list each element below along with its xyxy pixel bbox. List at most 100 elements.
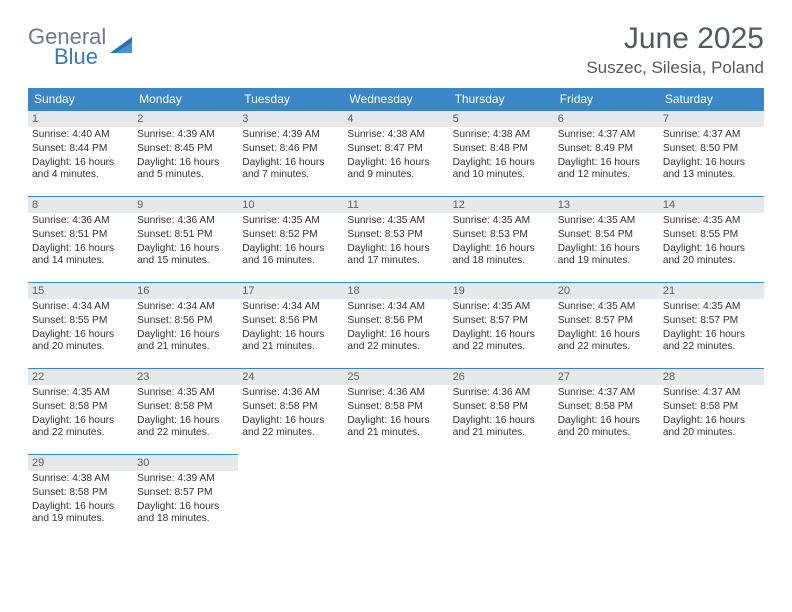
calendar-cell: 10Sunrise: 4:35 AMSunset: 8:52 PMDayligh…	[238, 196, 343, 282]
day-number: 30	[133, 455, 238, 471]
calendar-cell: 13Sunrise: 4:35 AMSunset: 8:54 PMDayligh…	[554, 196, 659, 282]
sunset-line: Sunset: 8:56 PM	[347, 315, 444, 328]
sunset-line: Sunset: 8:53 PM	[453, 229, 550, 242]
daylight-line: Daylight: 16 hours and 14 minutes.	[32, 243, 129, 269]
weekday-header: Sunday	[28, 88, 133, 110]
sunrise-line: Sunrise: 4:35 AM	[453, 215, 550, 228]
daylight-line: Daylight: 16 hours and 4 minutes.	[32, 157, 129, 183]
calendar-cell	[238, 454, 343, 540]
day-number: 23	[133, 369, 238, 385]
logo-triangle-icon	[110, 35, 136, 62]
calendar-cell: 16Sunrise: 4:34 AMSunset: 8:56 PMDayligh…	[133, 282, 238, 368]
sunset-line: Sunset: 8:57 PM	[453, 315, 550, 328]
day-number: 5	[449, 111, 554, 127]
sunrise-line: Sunrise: 4:35 AM	[558, 301, 655, 314]
calendar-cell: 26Sunrise: 4:36 AMSunset: 8:58 PMDayligh…	[449, 368, 554, 454]
sunrise-line: Sunrise: 4:36 AM	[137, 215, 234, 228]
sunrise-line: Sunrise: 4:37 AM	[663, 387, 760, 400]
sunset-line: Sunset: 8:48 PM	[453, 143, 550, 156]
day-number: 16	[133, 283, 238, 299]
header: General Blue June 2025 Suszec, Silesia, …	[28, 22, 764, 78]
sunset-line: Sunset: 8:58 PM	[663, 401, 760, 414]
day-number: 4	[343, 111, 448, 127]
sunrise-line: Sunrise: 4:34 AM	[137, 301, 234, 314]
day-number: 7	[659, 111, 764, 127]
calendar-cell: 18Sunrise: 4:34 AMSunset: 8:56 PMDayligh…	[343, 282, 448, 368]
calendar-cell: 22Sunrise: 4:35 AMSunset: 8:58 PMDayligh…	[28, 368, 133, 454]
sunset-line: Sunset: 8:55 PM	[32, 315, 129, 328]
sunset-line: Sunset: 8:56 PM	[137, 315, 234, 328]
daylight-line: Daylight: 16 hours and 13 minutes.	[663, 157, 760, 183]
daylight-line: Daylight: 16 hours and 20 minutes.	[663, 243, 760, 269]
day-number: 17	[238, 283, 343, 299]
day-number: 9	[133, 197, 238, 213]
sunrise-line: Sunrise: 4:35 AM	[242, 215, 339, 228]
day-number: 11	[343, 197, 448, 213]
daylight-line: Daylight: 16 hours and 21 minutes.	[242, 329, 339, 355]
daylight-line: Daylight: 16 hours and 15 minutes.	[137, 243, 234, 269]
calendar-cell: 30Sunrise: 4:39 AMSunset: 8:57 PMDayligh…	[133, 454, 238, 540]
sunset-line: Sunset: 8:45 PM	[137, 143, 234, 156]
calendar-cell: 1Sunrise: 4:40 AMSunset: 8:44 PMDaylight…	[28, 110, 133, 196]
calendar-cell: 27Sunrise: 4:37 AMSunset: 8:58 PMDayligh…	[554, 368, 659, 454]
sunrise-line: Sunrise: 4:36 AM	[347, 387, 444, 400]
calendar-cell: 7Sunrise: 4:37 AMSunset: 8:50 PMDaylight…	[659, 110, 764, 196]
calendar-cell: 29Sunrise: 4:38 AMSunset: 8:58 PMDayligh…	[28, 454, 133, 540]
sunset-line: Sunset: 8:51 PM	[32, 229, 129, 242]
day-number: 8	[28, 197, 133, 213]
weekday-header: Tuesday	[238, 88, 343, 110]
daylight-line: Daylight: 16 hours and 20 minutes.	[663, 415, 760, 441]
day-number: 14	[659, 197, 764, 213]
daylight-line: Daylight: 16 hours and 17 minutes.	[347, 243, 444, 269]
calendar-cell: 21Sunrise: 4:35 AMSunset: 8:57 PMDayligh…	[659, 282, 764, 368]
day-number: 19	[449, 283, 554, 299]
day-number: 6	[554, 111, 659, 127]
sunset-line: Sunset: 8:58 PM	[242, 401, 339, 414]
sunset-line: Sunset: 8:58 PM	[137, 401, 234, 414]
sunrise-line: Sunrise: 4:35 AM	[453, 301, 550, 314]
sunrise-line: Sunrise: 4:34 AM	[242, 301, 339, 314]
calendar-cell: 9Sunrise: 4:36 AMSunset: 8:51 PMDaylight…	[133, 196, 238, 282]
day-number: 27	[554, 369, 659, 385]
daylight-line: Daylight: 16 hours and 20 minutes.	[558, 415, 655, 441]
daylight-line: Daylight: 16 hours and 22 minutes.	[347, 329, 444, 355]
weekday-header: Thursday	[449, 88, 554, 110]
day-number: 29	[28, 455, 133, 471]
sunset-line: Sunset: 8:58 PM	[453, 401, 550, 414]
day-number: 26	[449, 369, 554, 385]
calendar-cell: 14Sunrise: 4:35 AMSunset: 8:55 PMDayligh…	[659, 196, 764, 282]
calendar-cell: 28Sunrise: 4:37 AMSunset: 8:58 PMDayligh…	[659, 368, 764, 454]
daylight-line: Daylight: 16 hours and 19 minutes.	[32, 501, 129, 527]
sunrise-line: Sunrise: 4:34 AM	[347, 301, 444, 314]
sunset-line: Sunset: 8:52 PM	[242, 229, 339, 242]
title-block: June 2025 Suszec, Silesia, Poland	[586, 22, 764, 78]
daylight-line: Daylight: 16 hours and 12 minutes.	[558, 157, 655, 183]
calendar-cell	[554, 454, 659, 540]
day-number: 24	[238, 369, 343, 385]
daylight-line: Daylight: 16 hours and 21 minutes.	[453, 415, 550, 441]
sunrise-line: Sunrise: 4:39 AM	[242, 129, 339, 142]
sunrise-line: Sunrise: 4:38 AM	[347, 129, 444, 142]
sunset-line: Sunset: 8:46 PM	[242, 143, 339, 156]
sunrise-line: Sunrise: 4:38 AM	[453, 129, 550, 142]
calendar-cell: 11Sunrise: 4:35 AMSunset: 8:53 PMDayligh…	[343, 196, 448, 282]
day-number: 2	[133, 111, 238, 127]
daylight-line: Daylight: 16 hours and 21 minutes.	[347, 415, 444, 441]
sunset-line: Sunset: 8:57 PM	[137, 487, 234, 500]
calendar-cell: 12Sunrise: 4:35 AMSunset: 8:53 PMDayligh…	[449, 196, 554, 282]
sunset-line: Sunset: 8:57 PM	[663, 315, 760, 328]
calendar-cell: 5Sunrise: 4:38 AMSunset: 8:48 PMDaylight…	[449, 110, 554, 196]
sunrise-line: Sunrise: 4:36 AM	[32, 215, 129, 228]
day-number: 1	[28, 111, 133, 127]
calendar-cell: 19Sunrise: 4:35 AMSunset: 8:57 PMDayligh…	[449, 282, 554, 368]
sunset-line: Sunset: 8:54 PM	[558, 229, 655, 242]
calendar-body: 1Sunrise: 4:40 AMSunset: 8:44 PMDaylight…	[28, 110, 764, 540]
sunrise-line: Sunrise: 4:36 AM	[242, 387, 339, 400]
weekday-header: Saturday	[659, 88, 764, 110]
day-number: 25	[343, 369, 448, 385]
calendar-cell: 17Sunrise: 4:34 AMSunset: 8:56 PMDayligh…	[238, 282, 343, 368]
daylight-line: Daylight: 16 hours and 5 minutes.	[137, 157, 234, 183]
calendar-cell	[343, 454, 448, 540]
sunset-line: Sunset: 8:50 PM	[663, 143, 760, 156]
calendar-row: 29Sunrise: 4:38 AMSunset: 8:58 PMDayligh…	[28, 454, 764, 540]
